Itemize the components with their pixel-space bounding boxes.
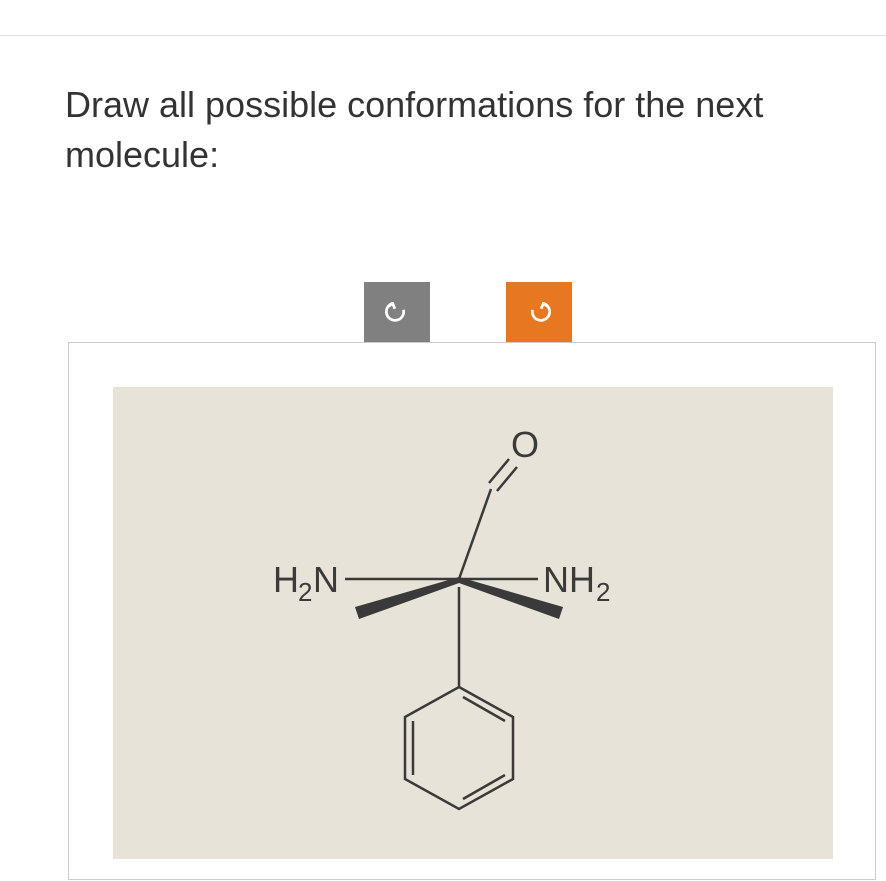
question-prompt: Draw all possible conformations for the … bbox=[65, 80, 836, 181]
drawing-toolbar bbox=[364, 282, 572, 342]
benzene-ring bbox=[405, 687, 513, 809]
atom-nh2-right: NH bbox=[543, 559, 595, 600]
redo-button[interactable] bbox=[506, 282, 572, 342]
top-divider bbox=[0, 35, 886, 36]
bond-c-cho bbox=[459, 489, 491, 579]
undo-icon bbox=[384, 299, 410, 325]
atom-h2n-left: H bbox=[273, 559, 299, 600]
atom-h2n-sub: 2 bbox=[298, 577, 312, 607]
wedge-left bbox=[355, 577, 459, 619]
atom-nh2-sub: 2 bbox=[596, 577, 610, 607]
molecule-reference-image: H 2 N NH 2 O bbox=[113, 387, 833, 859]
redo-icon bbox=[526, 299, 552, 325]
molecule-structure: H 2 N NH 2 O bbox=[113, 387, 833, 859]
atom-h2n-n: N bbox=[313, 559, 339, 600]
atom-oxygen: O bbox=[511, 424, 539, 465]
undo-button[interactable] bbox=[364, 282, 430, 342]
drawing-canvas[interactable]: H 2 N NH 2 O bbox=[68, 342, 876, 880]
